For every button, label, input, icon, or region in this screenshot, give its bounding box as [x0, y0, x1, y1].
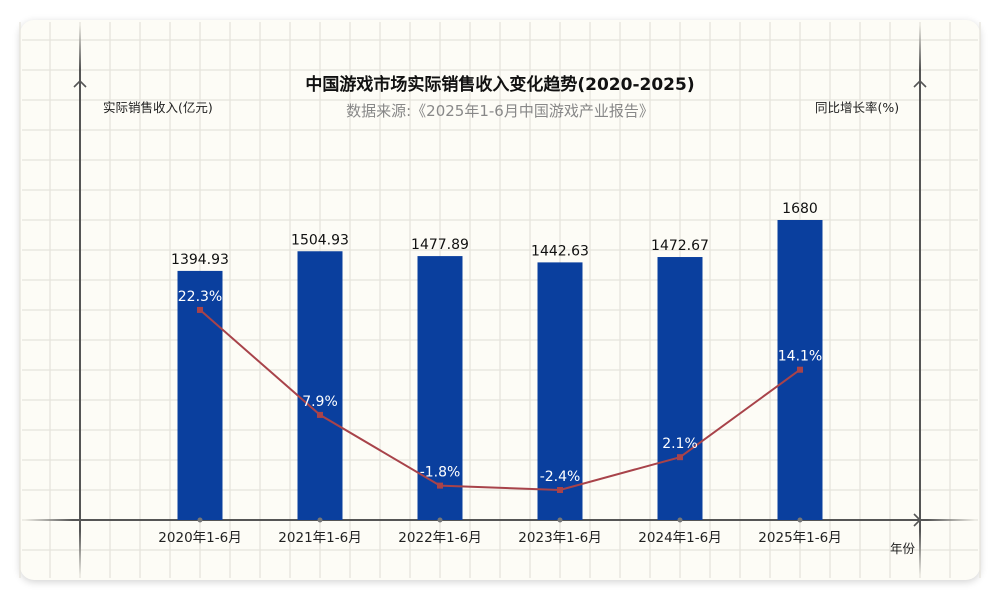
growth-rate-label: -2.4%	[540, 469, 581, 485]
growth-rate-label: 2.1%	[662, 436, 698, 452]
x-tick	[197, 517, 203, 523]
x-tick-label: 2020年1-6月	[158, 530, 241, 546]
x-tick-label: 2025年1-6月	[758, 530, 841, 546]
right-axis-arrow-icon	[913, 79, 927, 88]
x-axis-label: 年份	[890, 541, 916, 556]
x-tick	[437, 517, 443, 523]
growth-rate-label: 14.1%	[778, 349, 822, 365]
x-tick	[317, 517, 323, 523]
growth-rate-point	[557, 486, 563, 493]
left-axis-arrow-icon	[73, 79, 87, 88]
growth-rate-label: 7.9%	[302, 394, 338, 410]
x-tick-label: 2023年1-6月	[518, 530, 601, 546]
bar	[657, 257, 703, 520]
growth-rate-label: 22.3%	[178, 289, 222, 305]
growth-rate-point	[677, 454, 683, 461]
x-tick	[557, 517, 563, 523]
right-y-axis	[919, 25, 921, 575]
left-y-axis	[79, 25, 81, 575]
left-axis-label: 实际销售收入(亿元)	[103, 100, 213, 115]
bar-value-label: 1680	[782, 201, 818, 217]
growth-rate-point	[437, 482, 443, 489]
chart-subtitle: 数据来源:《2025年1-6月中国游戏产业报告》	[346, 102, 654, 120]
bar-value-label: 1477.89	[411, 237, 469, 253]
growth-rate-line	[199, 309, 801, 492]
bar-value-label: 1504.93	[291, 232, 349, 248]
x-tick	[677, 517, 683, 523]
x-axis-arrow-icon	[913, 513, 922, 527]
bar-value-label: 1472.67	[651, 238, 709, 254]
growth-rate-label: -1.8%	[420, 465, 461, 481]
growth-rate-point	[197, 306, 203, 313]
x-tick-label: 2022年1-6月	[398, 530, 481, 546]
bar	[297, 251, 343, 520]
bar	[537, 262, 583, 520]
bar-value-label: 1442.63	[531, 243, 589, 259]
x-tick-label: 2021年1-6月	[278, 530, 361, 546]
x-tick	[797, 517, 803, 523]
chart-title: 中国游戏市场实际销售收入变化趋势(2020-2025)	[305, 75, 695, 95]
x-tick-label: 2024年1-6月	[638, 530, 721, 546]
bar-value-label: 1394.93	[171, 252, 229, 268]
x-axis	[25, 519, 975, 521]
right-axis-label: 同比增长率(%)	[815, 100, 900, 115]
growth-rate-point	[317, 411, 323, 418]
growth-rate-point	[797, 366, 803, 373]
